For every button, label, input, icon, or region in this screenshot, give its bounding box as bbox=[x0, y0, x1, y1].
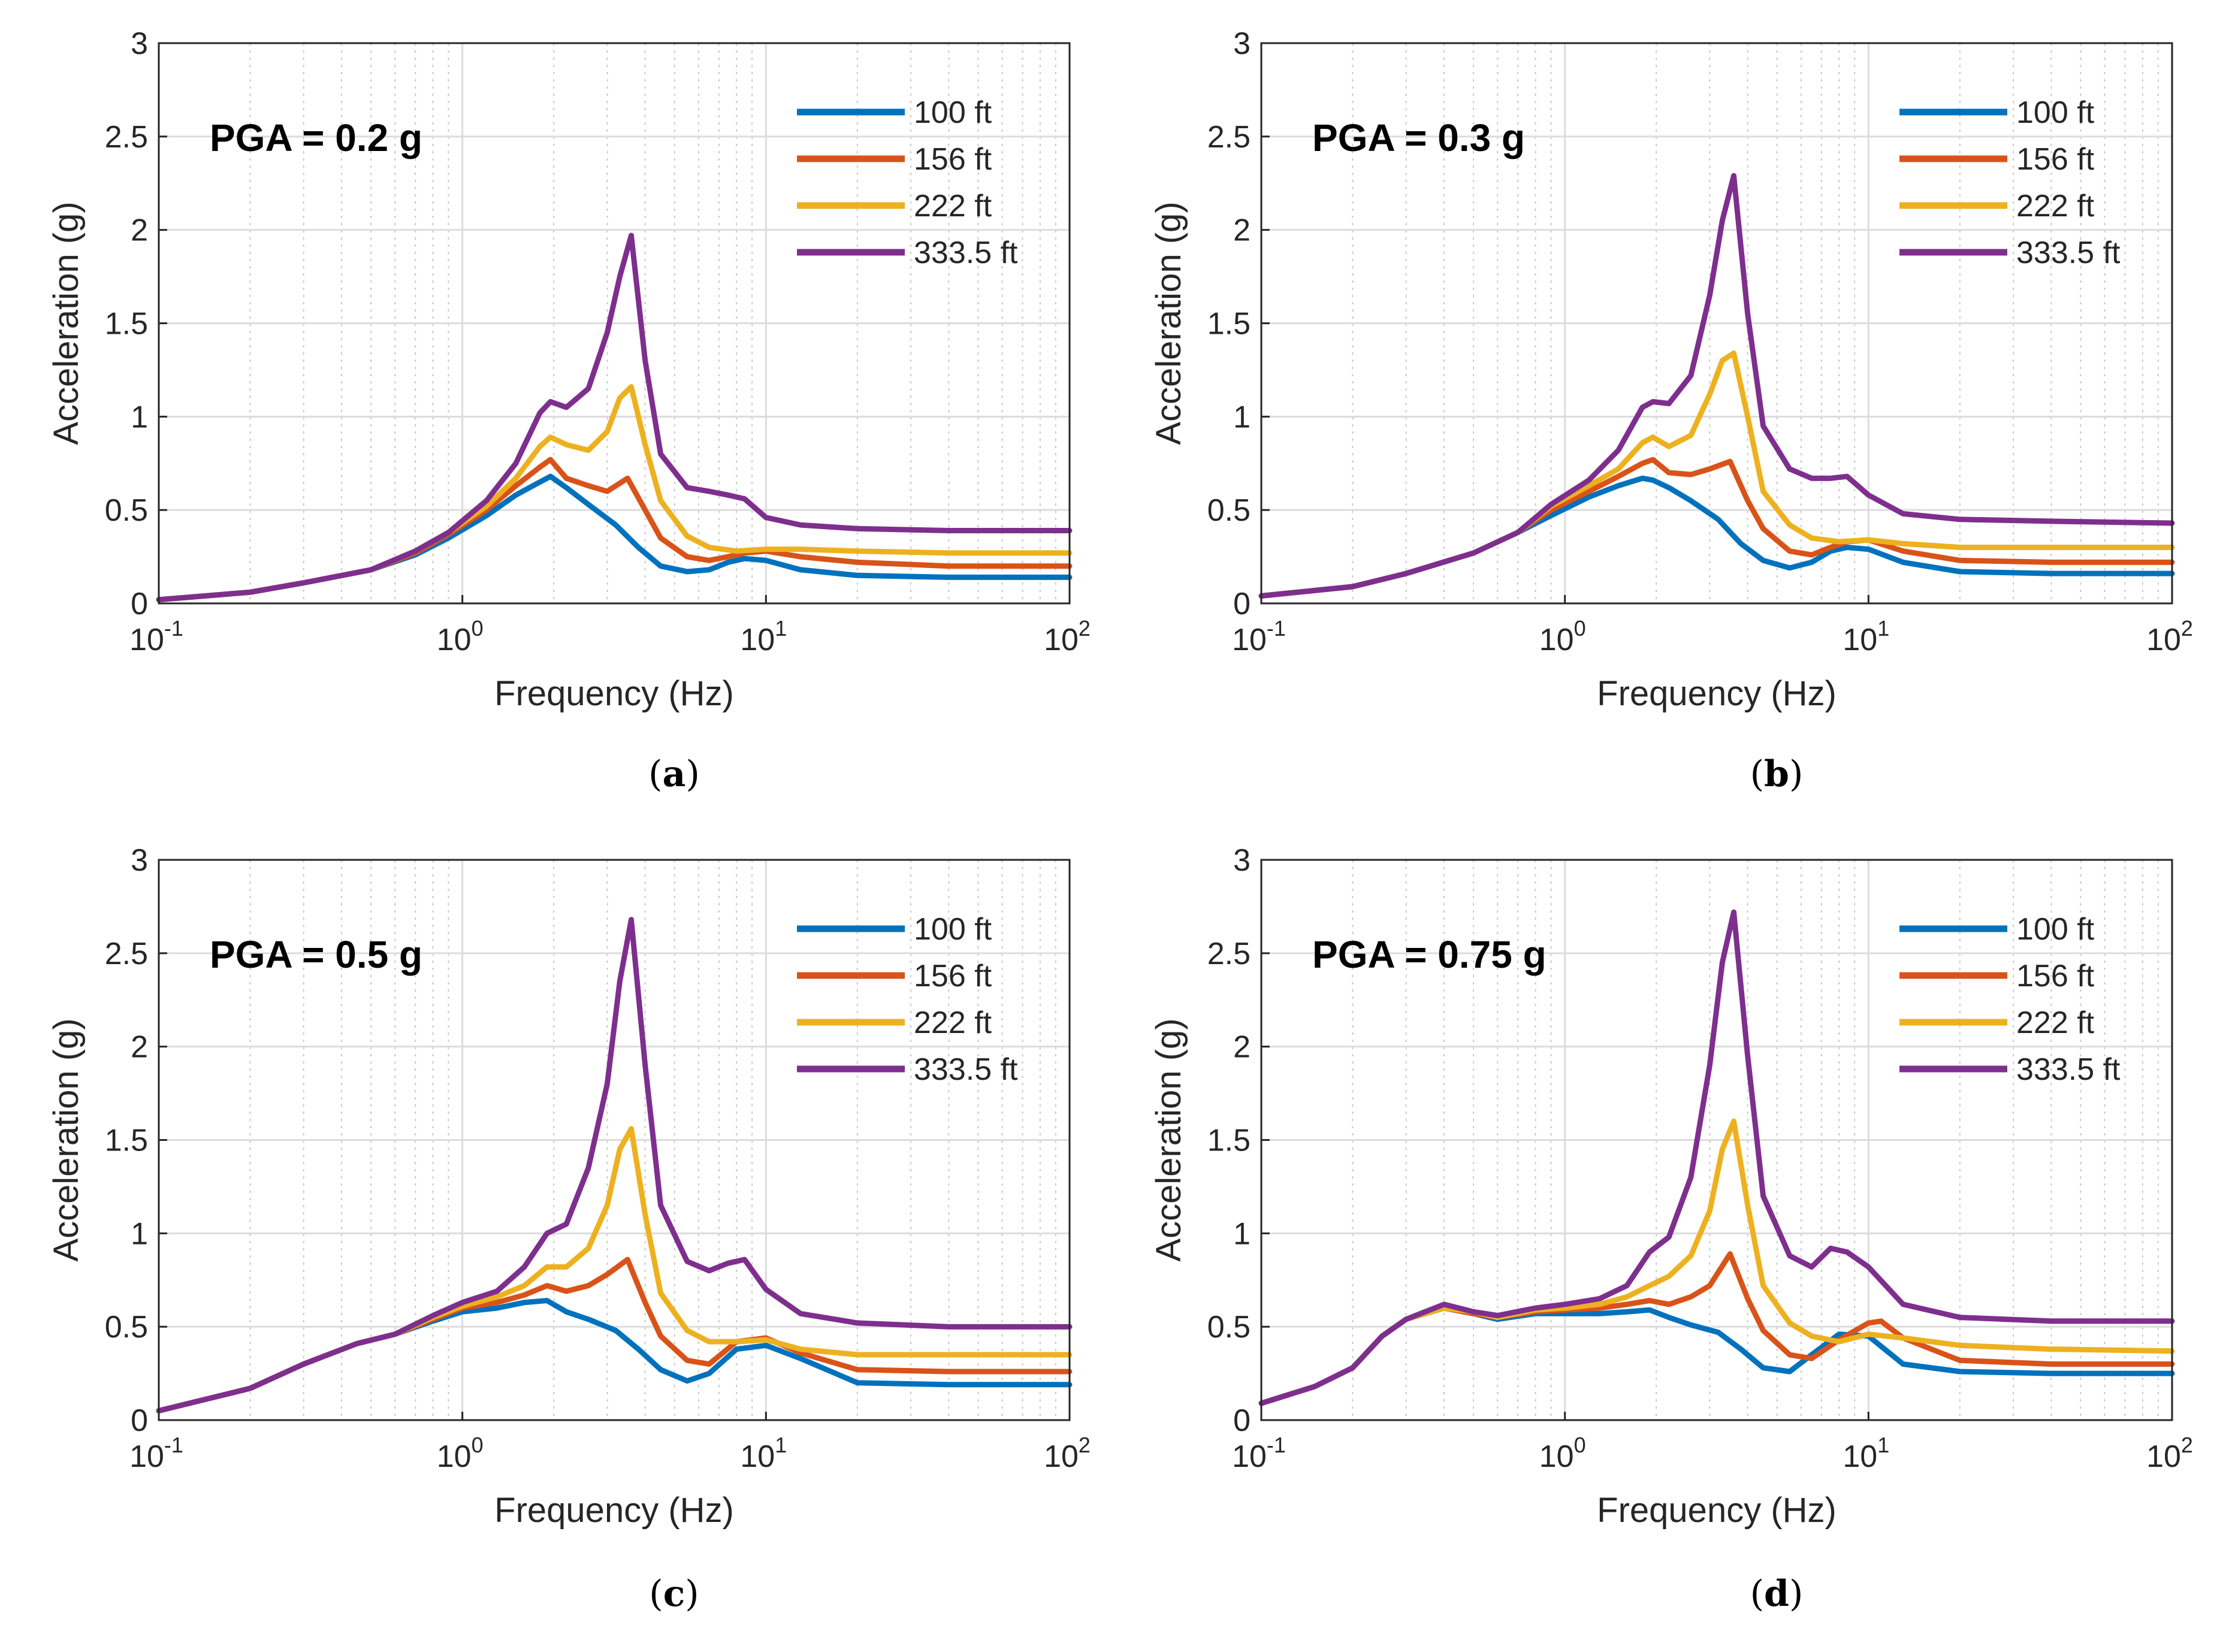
x-tick-label: 10-1 bbox=[1232, 616, 1286, 657]
y-tick-label: 2 bbox=[131, 1030, 148, 1065]
legend-entry-label: 333.5 ft bbox=[2016, 1052, 2121, 1087]
pga-annotation: PGA = 0.75 g bbox=[1312, 933, 1547, 976]
y-tick-label: 1.5 bbox=[1207, 307, 1251, 342]
y-axis-label: Acceleration (g) bbox=[1149, 1018, 1188, 1261]
y-tick-label: 0 bbox=[1233, 587, 1251, 621]
x-tick-label: 102 bbox=[2146, 616, 2193, 657]
chart-panel-b: 0 0.5 1 1.5 2 2.5 3 10-1 100 101 102 Frequency (Hz)… bbox=[1149, 26, 2193, 795]
legend-entry-label: 100 ft bbox=[2016, 912, 2095, 947]
y-tick-label: 3 bbox=[1233, 26, 1251, 61]
x-axis-label: Frequency (Hz) bbox=[1597, 1491, 1837, 1530]
legend-entry-label: 156 ft bbox=[914, 142, 992, 177]
pga-annotation: PGA = 0.3 g bbox=[1312, 116, 1525, 159]
y-tick-label: 1 bbox=[1233, 400, 1251, 434]
y-tick-label: 0 bbox=[131, 1403, 148, 1438]
y-tick-label: 2 bbox=[1233, 1030, 1251, 1065]
y-tick-label: 0.5 bbox=[105, 493, 148, 528]
legend: 100 ft 156 ft 222 ft 333.5 ft bbox=[797, 95, 1018, 270]
y-tick-label: 0.5 bbox=[105, 1310, 148, 1345]
y-tick-label: 3 bbox=[1233, 843, 1251, 878]
series-line-333-5-ft bbox=[1258, 173, 2175, 599]
y-tick-label: 2 bbox=[131, 213, 148, 248]
legend-entry-label: 333.5 ft bbox=[914, 235, 1018, 270]
y-tick-label: 2 bbox=[1233, 213, 1251, 248]
x-tick-label: 100 bbox=[1539, 1433, 1586, 1474]
legend: 100 ft 156 ft 222 ft 333.5 ft bbox=[1899, 912, 2121, 1087]
x-tick-label: 101 bbox=[740, 1433, 787, 1474]
panel-caption: (d) bbox=[1750, 1573, 1804, 1615]
pga-annotation: PGA = 0.5 g bbox=[210, 933, 422, 976]
legend-entry-label: 156 ft bbox=[914, 959, 992, 993]
y-tick-label: 1.5 bbox=[105, 307, 148, 342]
x-tick-label: 102 bbox=[2146, 1433, 2193, 1474]
panel-caption: (c) bbox=[649, 1573, 699, 1615]
y-axis-label: Acceleration (g) bbox=[47, 201, 86, 445]
legend: 100 ft 156 ft 222 ft 333.5 ft bbox=[1899, 95, 2121, 270]
y-axis-label: Acceleration (g) bbox=[47, 1018, 86, 1261]
x-tick-label: 100 bbox=[1539, 616, 1586, 657]
x-axis-label: Frequency (Hz) bbox=[494, 674, 734, 713]
x-tick-label: 101 bbox=[1843, 616, 1889, 657]
series-line-333-5-ft bbox=[156, 232, 1073, 603]
y-tick-label: 0 bbox=[1233, 1403, 1251, 1438]
chart-panel-c: 0 0.5 1 1.5 2 2.5 3 10-1 100 101 102 Frequency (Hz)… bbox=[47, 843, 1091, 1615]
y-tick-label: 2.5 bbox=[105, 937, 148, 971]
y-tick-label: 1 bbox=[131, 400, 148, 434]
x-tick-label: 101 bbox=[740, 616, 787, 657]
y-tick-label: 1.5 bbox=[1207, 1124, 1251, 1158]
x-tick-label: 102 bbox=[1044, 1433, 1091, 1474]
x-tick-label: 101 bbox=[1843, 1433, 1889, 1474]
chart-panel-a: 0 0.5 1 1.5 2 2.5 3 10-1 100 101 102 Frequency (Hz)… bbox=[47, 26, 1091, 795]
legend-entry-label: 222 ft bbox=[914, 189, 992, 224]
y-tick-label: 1.5 bbox=[105, 1124, 148, 1158]
legend-entry-label: 156 ft bbox=[2016, 142, 2095, 177]
legend-entry-label: 222 ft bbox=[914, 1005, 992, 1040]
y-tick-label: 2.5 bbox=[1207, 937, 1251, 971]
legend: 100 ft 156 ft 222 ft 333.5 ft bbox=[797, 912, 1018, 1087]
legend-entry-label: 222 ft bbox=[2016, 1005, 2095, 1040]
x-axis-label: Frequency (Hz) bbox=[494, 1491, 734, 1530]
x-tick-label: 102 bbox=[1044, 616, 1091, 657]
x-tick-label: 10-1 bbox=[129, 1433, 183, 1474]
x-tick-label: 10-1 bbox=[1232, 1433, 1286, 1474]
y-tick-label: 2.5 bbox=[1207, 120, 1251, 155]
legend-entry-label: 100 ft bbox=[2016, 95, 2095, 130]
y-axis-label: Acceleration (g) bbox=[1149, 201, 1188, 445]
y-tick-label: 0 bbox=[131, 587, 148, 621]
y-tick-label: 0.5 bbox=[1207, 1310, 1251, 1345]
series-line-333-5-ft bbox=[1258, 909, 2175, 1406]
panel-caption: (a) bbox=[648, 753, 700, 795]
y-tick-label: 0.5 bbox=[1207, 493, 1251, 528]
x-tick-label: 100 bbox=[437, 616, 484, 657]
pga-annotation: PGA = 0.2 g bbox=[210, 116, 422, 159]
panel-caption: (b) bbox=[1750, 753, 1804, 795]
legend-entry-label: 100 ft bbox=[914, 95, 992, 130]
y-tick-label: 1 bbox=[131, 1216, 148, 1251]
x-axis-label: Frequency (Hz) bbox=[1597, 674, 1837, 713]
legend-entry-label: 100 ft bbox=[914, 912, 992, 947]
x-tick-label: 10-1 bbox=[129, 616, 183, 657]
legend-entry-label: 222 ft bbox=[2016, 189, 2095, 224]
legend-entry-label: 156 ft bbox=[2016, 959, 2095, 993]
y-tick-label: 3 bbox=[131, 26, 148, 61]
y-tick-label: 2.5 bbox=[105, 120, 148, 155]
legend-entry-label: 333.5 ft bbox=[2016, 235, 2121, 270]
y-tick-label: 3 bbox=[131, 843, 148, 878]
legend-entry-label: 333.5 ft bbox=[914, 1052, 1018, 1087]
chart-panel-d: 0 0.5 1 1.5 2 2.5 3 10-1 100 101 102 Frequency (Hz)… bbox=[1149, 843, 2193, 1615]
series-line-333-5-ft bbox=[156, 917, 1073, 1414]
x-tick-label: 100 bbox=[437, 1433, 484, 1474]
y-tick-label: 1 bbox=[1233, 1216, 1251, 1251]
